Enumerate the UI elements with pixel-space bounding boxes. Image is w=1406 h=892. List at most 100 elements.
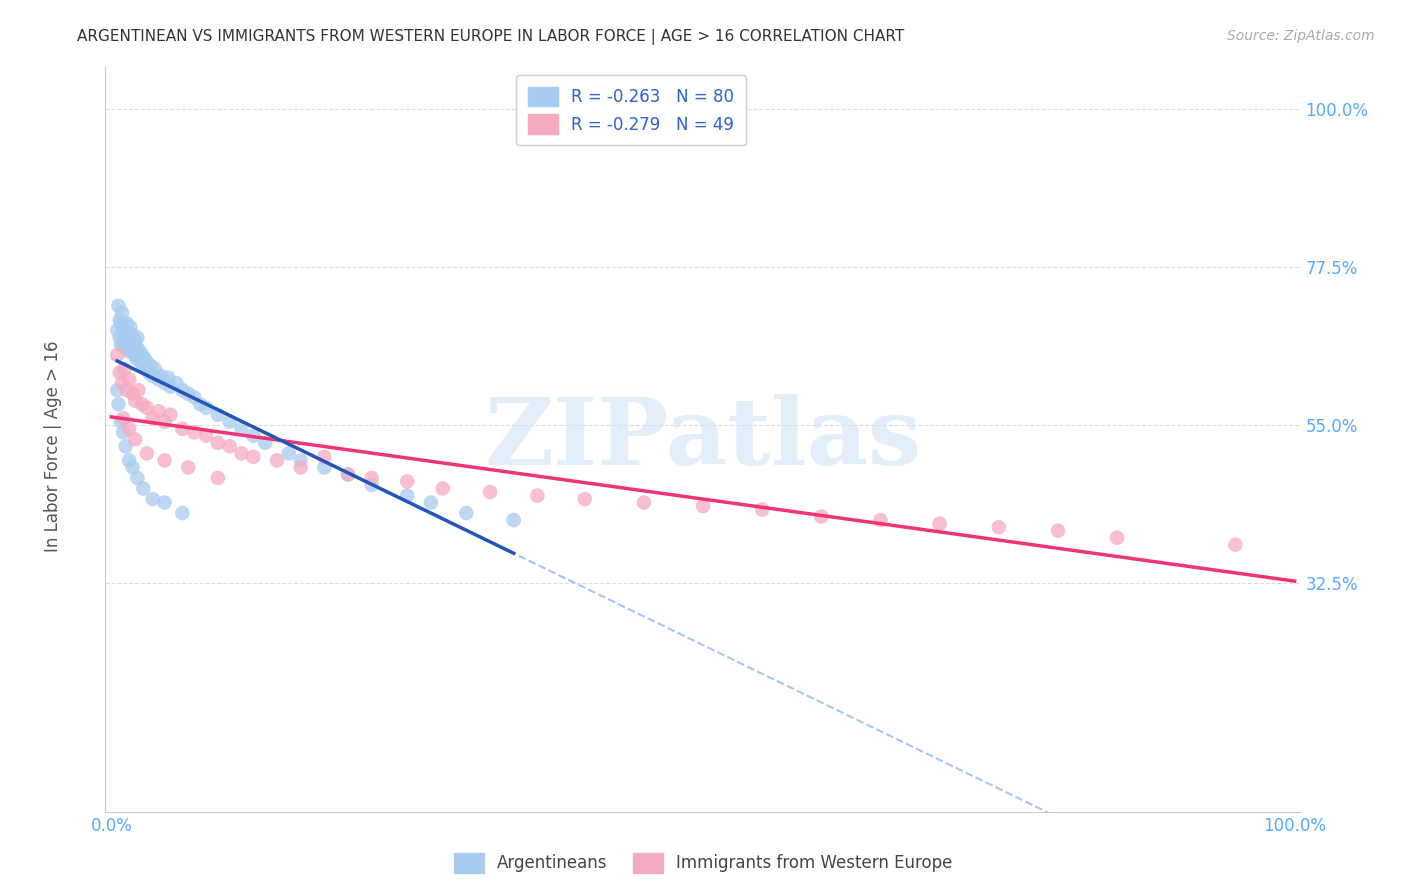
Point	[127, 471, 149, 485]
Point	[396, 475, 419, 489]
Point	[396, 489, 419, 503]
Point	[142, 491, 165, 506]
Point	[115, 317, 138, 331]
Point	[195, 429, 218, 443]
Point	[105, 348, 128, 362]
Point	[337, 467, 360, 482]
Point	[314, 450, 336, 464]
Point	[118, 326, 141, 341]
Point	[124, 433, 146, 447]
Point	[810, 509, 832, 524]
Point	[153, 453, 176, 467]
Point	[122, 337, 145, 351]
Point	[111, 376, 134, 390]
Point	[159, 379, 181, 393]
Point	[479, 485, 502, 500]
Point	[526, 489, 548, 503]
Point	[142, 411, 165, 425]
Point	[153, 495, 176, 509]
Point	[290, 460, 312, 475]
Point	[139, 359, 162, 373]
Point	[150, 369, 173, 384]
Point	[1107, 531, 1129, 545]
Point	[337, 467, 360, 482]
Point	[112, 334, 135, 348]
Point	[128, 351, 150, 366]
Point	[110, 317, 132, 331]
Point	[131, 348, 153, 362]
Point	[124, 334, 146, 348]
Point	[118, 453, 141, 467]
Point	[153, 376, 176, 390]
Point	[112, 425, 135, 440]
Point	[148, 373, 170, 387]
Point	[108, 366, 131, 380]
Point	[121, 460, 143, 475]
Point	[112, 337, 135, 351]
Point	[207, 408, 229, 422]
Point	[128, 344, 150, 359]
Point	[127, 330, 149, 344]
Point	[218, 439, 240, 453]
Point	[574, 491, 596, 506]
Point	[117, 323, 139, 337]
Point	[157, 370, 180, 384]
Point	[172, 383, 194, 397]
Point	[121, 344, 143, 359]
Point	[218, 415, 240, 429]
Point	[148, 404, 170, 418]
Point	[456, 506, 478, 520]
Point	[183, 425, 205, 440]
Point	[110, 415, 132, 429]
Point	[114, 341, 136, 355]
Point	[108, 313, 131, 327]
Point	[121, 341, 143, 355]
Point	[112, 317, 135, 331]
Point	[107, 299, 129, 313]
Point	[111, 326, 134, 341]
Text: Source: ZipAtlas.com: Source: ZipAtlas.com	[1227, 29, 1375, 43]
Point	[419, 495, 441, 509]
Point	[131, 397, 153, 411]
Point	[129, 355, 152, 369]
Point	[135, 355, 157, 369]
Point	[142, 369, 165, 384]
Point	[987, 520, 1010, 534]
Point	[135, 446, 157, 460]
Point	[172, 422, 194, 436]
Point	[115, 334, 138, 348]
Point	[183, 390, 205, 404]
Point	[242, 450, 264, 464]
Point	[118, 373, 141, 387]
Point	[172, 506, 194, 520]
Point	[105, 383, 128, 397]
Point	[502, 513, 524, 527]
Point	[107, 397, 129, 411]
Point	[290, 453, 312, 467]
Point	[117, 341, 139, 355]
Point	[1046, 524, 1069, 538]
Point	[112, 411, 135, 425]
Point	[360, 471, 382, 485]
Point	[108, 330, 131, 344]
Point	[124, 348, 146, 362]
Point	[128, 383, 150, 397]
Point	[121, 386, 143, 401]
Point	[869, 513, 891, 527]
Point	[118, 422, 141, 436]
Point	[928, 516, 950, 531]
Point	[105, 323, 128, 337]
Point	[112, 362, 135, 376]
Text: ARGENTINEAN VS IMMIGRANTS FROM WESTERN EUROPE IN LABOR FORCE | AGE > 16 CORRELAT: ARGENTINEAN VS IMMIGRANTS FROM WESTERN E…	[77, 29, 904, 45]
Point	[432, 482, 454, 496]
Point	[114, 439, 136, 453]
Point	[242, 429, 264, 443]
Point	[159, 408, 181, 422]
Point	[112, 319, 135, 334]
Point	[135, 362, 157, 376]
Point	[751, 502, 773, 516]
Point	[254, 435, 277, 450]
Point	[132, 359, 155, 373]
Legend: Argentineans, Immigrants from Western Europe: Argentineans, Immigrants from Western Eu…	[447, 847, 959, 880]
Point	[127, 341, 149, 355]
